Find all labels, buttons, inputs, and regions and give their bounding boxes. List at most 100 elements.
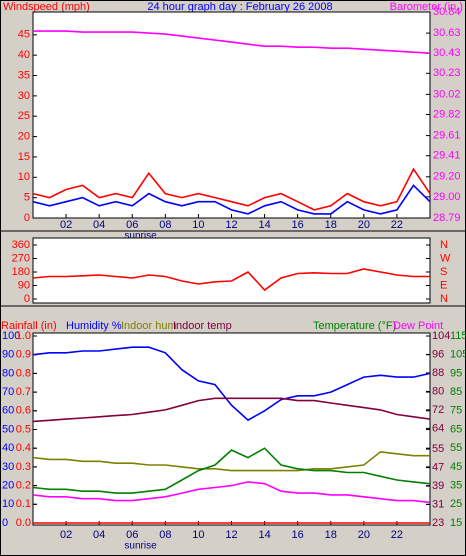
y-tick-label: 180 [12, 266, 30, 278]
x-tick-label: 20 [358, 219, 370, 231]
y-tick-label: 90 [18, 279, 30, 291]
x-tick-label: 08 [159, 219, 171, 231]
legend-entry: Indoor temp [173, 320, 232, 332]
y-tick-label: 35 [18, 69, 30, 81]
y2-tick-label: 28.79 [433, 212, 461, 224]
y2-tick-label: 30.02 [433, 88, 461, 100]
y2-tick-label: 85 [450, 386, 462, 398]
y2-tick-label: 29.00 [433, 191, 461, 203]
y2-tick-label: E [440, 279, 447, 291]
legend-entry: Humidity % [66, 320, 122, 332]
y2-tick-label: S [440, 266, 447, 278]
x-tick-label: 22 [391, 219, 403, 231]
y2-tick-label: 25 [450, 498, 462, 510]
y2-tick-label: N [440, 239, 448, 251]
y-label: Windspeed (mph) [3, 1, 90, 13]
annotation: sunrise [124, 231, 157, 242]
y-tick-label: 45 [18, 29, 30, 41]
y3-tick-label: 0.4 [16, 442, 31, 454]
y-tick-label: 100 [2, 330, 20, 342]
x-tick-label: 10 [192, 219, 204, 231]
series-line [32, 481, 431, 504]
x-tick-label: 20 [358, 529, 370, 541]
plot-area [32, 237, 431, 304]
x-tick-label: 14 [258, 219, 270, 231]
y2-tick-label: 15 [450, 517, 462, 529]
y-tick-label: 10 [2, 498, 14, 510]
y4-tick-label: 88 [432, 367, 444, 379]
y-tick-label: 0 [24, 293, 30, 305]
x-tick-label: 18 [325, 529, 337, 541]
x-tick-label: 02 [60, 529, 72, 541]
series-line [32, 268, 430, 292]
x-tick-label: 06 [126, 219, 138, 231]
series-line [32, 397, 431, 423]
y-tick-label: 10 [18, 171, 30, 183]
series-line [32, 451, 430, 472]
y3-tick-label: 0.9 [16, 349, 31, 361]
y4-tick-label: 31 [432, 498, 444, 510]
x-tick-label: 06 [126, 529, 138, 541]
x-tick-label: 04 [93, 529, 105, 541]
series-line [33, 30, 431, 54]
y2-tick-label: 29.61 [433, 130, 461, 142]
chart-title: 24 hour graph day : February 26 2008 [147, 1, 332, 13]
y2-tick-label: 30.63 [433, 27, 461, 39]
x-tick-label: 18 [325, 219, 337, 231]
y3-tick-label: 0.7 [16, 386, 31, 398]
y-tick-label: 25 [18, 110, 30, 122]
y2-tick-label: 105 [450, 349, 466, 361]
y4-tick-label: 39 [432, 480, 444, 492]
x-tick-label: 22 [391, 529, 403, 541]
y-tick-label: 90 [2, 349, 14, 361]
x-tick-label: 10 [192, 529, 204, 541]
y-tick-label: 15 [18, 151, 30, 163]
y4-tick-label: 72 [432, 404, 444, 416]
y2-tick-label: 45 [450, 461, 462, 473]
y2-tick-label: 29.82 [433, 108, 461, 120]
y4-tick-label: 47 [432, 461, 444, 473]
y2-tick-label: 65 [450, 423, 462, 435]
legend-entry: Rainfall (in) [1, 320, 57, 332]
y3-tick-label: 0.1 [16, 498, 31, 510]
y3-tick-label: 0.0 [16, 517, 31, 529]
y3-tick-label: 0.3 [16, 461, 31, 473]
y-tick-label: 70 [2, 386, 14, 398]
y-tick-label: 50 [2, 423, 14, 435]
series-line [32, 346, 431, 422]
x-tick-label: 14 [258, 529, 270, 541]
x-tick-label: 08 [159, 529, 171, 541]
y3-tick-label: 1.0 [16, 330, 31, 342]
y-tick-label: 20 [18, 130, 30, 142]
y-tick-label: 5 [24, 192, 30, 204]
y-tick-label: 360 [12, 239, 30, 251]
y2-label: Barometer (in.) [390, 1, 463, 13]
y2-tick-label: W [440, 252, 451, 264]
y-tick-label: 80 [2, 367, 14, 379]
x-tick-label: 16 [292, 219, 304, 231]
y2-tick-label: 29.20 [433, 171, 461, 183]
y2-tick-label: 75 [450, 405, 462, 417]
legend-entry: Indoor hum [121, 320, 177, 332]
x-tick-label: 02 [60, 219, 72, 231]
annotation: sunrise [124, 541, 157, 552]
y2-tick-label: 30.23 [433, 67, 461, 79]
y4-tick-label: 96 [432, 348, 444, 360]
y4-tick-label: 64 [432, 422, 444, 434]
y4-tick-label: 23 [432, 517, 444, 529]
y3-tick-label: 0.8 [16, 367, 31, 379]
y2-tick-label: N [440, 293, 448, 305]
y3-tick-label: 0.6 [16, 405, 31, 417]
y4-tick-label: 104 [432, 330, 450, 342]
y-tick-label: 20 [2, 480, 14, 492]
y2-tick-label: 55 [450, 442, 462, 454]
y-tick-label: 30 [18, 90, 30, 102]
series-line [32, 167, 431, 211]
plot-area [32, 332, 431, 526]
y-tick-label: 60 [2, 405, 14, 417]
y4-tick-label: 80 [432, 385, 444, 397]
series-line [32, 447, 431, 494]
plot-area [32, 11, 431, 219]
y-tick-label: 40 [18, 49, 30, 61]
